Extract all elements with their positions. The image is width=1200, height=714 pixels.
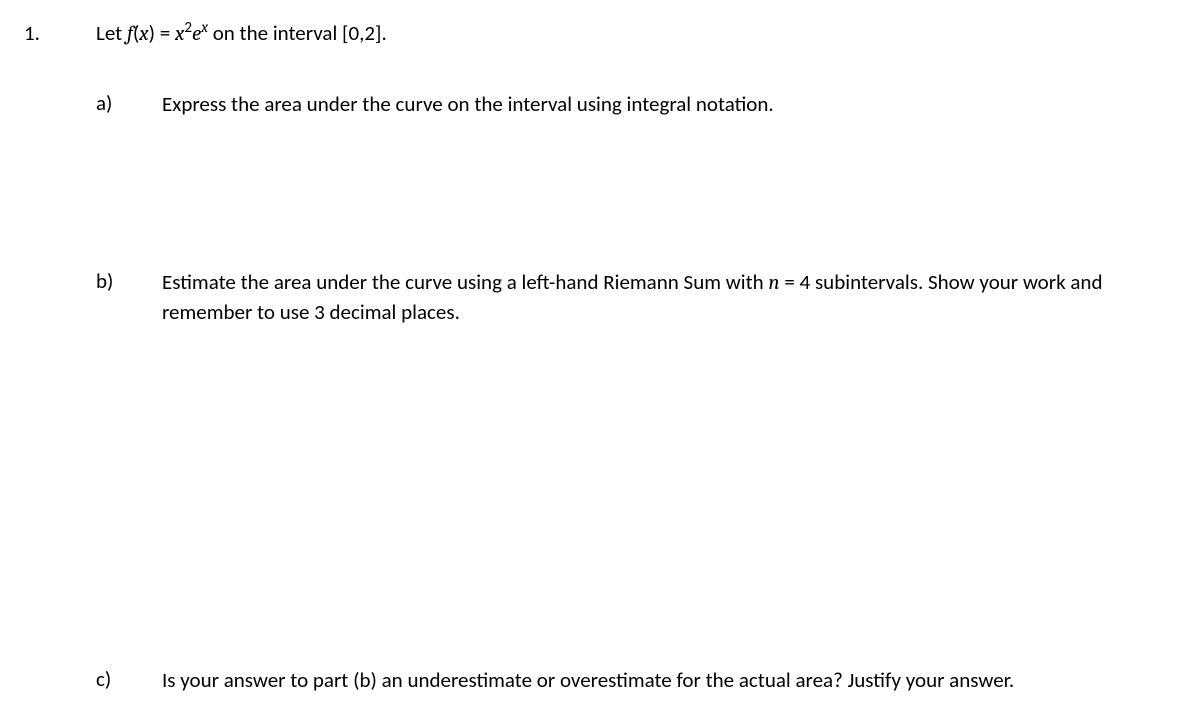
- stem-closeparen-eq: ) =: [149, 20, 175, 46]
- stem-sup2: 2: [184, 19, 192, 37]
- part-b-prefix: Estimate the area under the curve using …: [162, 269, 768, 295]
- part-b-nval: 4: [800, 269, 811, 295]
- problem-body: Let f(x) = x2ex on the interval [0,2]. a…: [96, 20, 1176, 694]
- part-b-nvar: n: [768, 271, 779, 295]
- part-b: b) Estimate the area under the curve usi…: [96, 268, 1176, 326]
- part-b-label: b): [96, 268, 162, 294]
- part-b-eq: =: [780, 269, 800, 295]
- stem-arg: x: [139, 22, 148, 46]
- part-c: c) Is your answer to part (b) an underes…: [96, 666, 1176, 694]
- stem-x: x: [175, 22, 184, 46]
- part-a-text: Express the area under the curve on the …: [162, 90, 1176, 118]
- part-b-text: Estimate the area under the curve using …: [162, 268, 1176, 326]
- part-a: a) Express the area under the curve on t…: [96, 90, 1176, 118]
- part-c-label: c): [96, 666, 162, 692]
- part-c-text: Is your answer to part (b) an underestim…: [162, 666, 1176, 694]
- problem: 1. Let f(x) = x2ex on the interval [0,2]…: [24, 20, 1176, 694]
- stem-e: e: [192, 22, 201, 46]
- problem-number: 1.: [24, 20, 96, 46]
- stem-text-suffix: on the interval [0,2].: [208, 20, 387, 46]
- stem-text-prefix: Let: [96, 20, 127, 46]
- stem-supx: x: [201, 18, 208, 36]
- problem-stem: Let f(x) = x2ex on the interval [0,2].: [96, 20, 1176, 46]
- part-a-label: a): [96, 90, 162, 116]
